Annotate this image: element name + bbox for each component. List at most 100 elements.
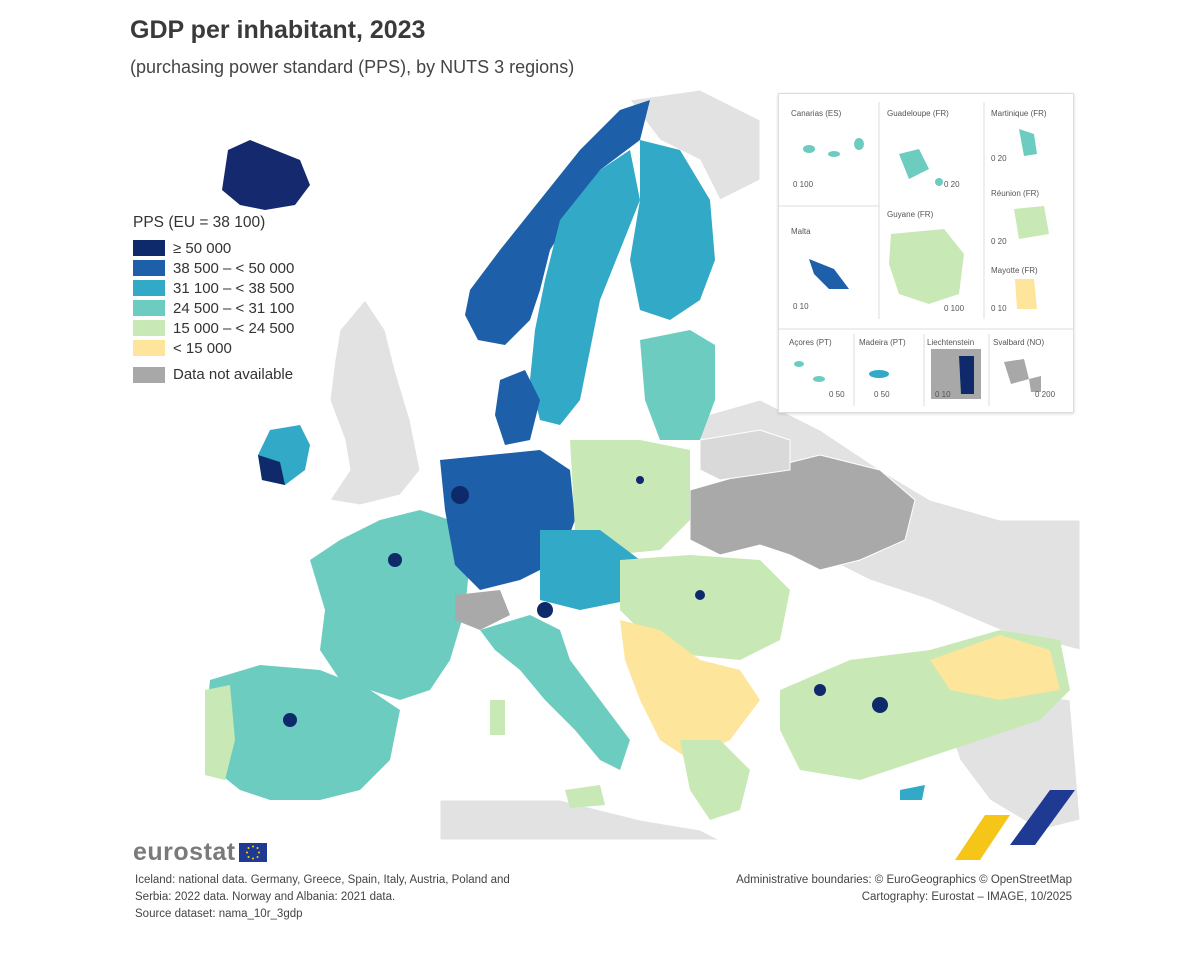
legend-row-no-data: Data not available	[133, 366, 294, 383]
liechtenstein-territory	[959, 356, 974, 394]
footnote: Iceland: national data. Germany, Greece,…	[135, 872, 510, 923]
legend-label-6: < 15 000	[173, 339, 232, 357]
sweden	[530, 150, 640, 425]
eurostat-logo: eurostat	[133, 838, 267, 867]
denmark	[495, 370, 540, 445]
credits-line-1: Administrative boundaries: © EuroGeograp…	[736, 874, 1072, 886]
hotspot-warsaw	[695, 590, 705, 600]
iberia	[205, 665, 400, 800]
inset-scale-acores: 0 50	[829, 390, 845, 399]
guadeloupe-islands	[899, 149, 943, 186]
acores-islands	[794, 361, 825, 382]
inset-scale-liechtenstein: 0 10	[935, 390, 951, 399]
baltic-states	[640, 330, 715, 440]
accent-blue-stripe	[1010, 790, 1075, 845]
finland	[630, 140, 715, 320]
legend-swatch-5	[133, 320, 165, 336]
legend-row-5: 15 000 – < 24 500	[133, 318, 294, 338]
reunion-island	[1014, 206, 1049, 239]
inset-lines	[779, 102, 1073, 406]
canarias-islands	[803, 138, 864, 157]
credits: Administrative boundaries: © EuroGeograp…	[736, 872, 1072, 906]
inset-label-madeira: Madeira (PT)	[859, 338, 906, 347]
inset-label-guadeloupe: Guadeloupe (FR)	[887, 109, 949, 118]
portugal	[205, 685, 235, 780]
belarus-no-data	[699, 429, 791, 481]
ukraine-no-data	[689, 454, 916, 571]
norway	[465, 100, 650, 345]
hotspot-istanbul	[814, 684, 826, 696]
inset-scale-reunion: 0 20	[991, 237, 1007, 246]
inset-scale-martinique: 0 20	[991, 154, 1007, 163]
inset-label-malta: Malta	[791, 227, 811, 236]
switzerland	[455, 590, 510, 630]
iceland	[222, 140, 310, 210]
map-legend: PPS (EU = 38 100) ≥ 50 000 38 500 – < 50…	[133, 214, 294, 383]
czechia-austria	[540, 530, 640, 610]
legend-label-2: 38 500 – < 50 000	[173, 259, 295, 277]
inset-scale-guyane: 0 100	[944, 304, 965, 313]
eurostat-wordmark: eurostat	[133, 838, 236, 866]
inset-label-svalbard: Svalbard (NO)	[993, 338, 1045, 347]
mayotte-island	[1015, 279, 1037, 309]
legend-row-3: 31 100 – < 38 500	[133, 278, 294, 298]
guyane-territory	[889, 229, 964, 304]
hotspot-ankara	[872, 697, 888, 713]
hotspot-madrid	[283, 713, 297, 727]
legend-label-4: 24 500 – < 31 100	[173, 299, 295, 317]
sicily	[565, 785, 605, 808]
hotspot-benelux	[451, 486, 469, 504]
map-title: GDP per inhabitant, 2023	[130, 16, 426, 44]
poland	[570, 440, 690, 555]
inset-panel: Canarias (ES) 0 100 Guadeloupe (FR) 0 20…	[778, 93, 1074, 413]
inset-label-acores: Açores (PT)	[789, 338, 832, 347]
legend-title: PPS (EU = 38 100)	[133, 214, 266, 231]
legend-row-4: 24 500 – < 31 100	[133, 298, 294, 318]
inset-scale-madeira: 0 50	[874, 390, 890, 399]
italy	[480, 615, 630, 770]
eurostat-accent-mark	[955, 790, 1075, 860]
inset-scale-guadeloupe: 0 20	[944, 180, 960, 189]
great-britain-land	[329, 299, 421, 506]
turkey-east-low	[930, 635, 1060, 700]
legend-row-6: < 15 000	[133, 338, 294, 358]
inset-label-martinique: Martinique (FR)	[991, 109, 1047, 118]
legend-swatch-6	[133, 340, 165, 356]
martinique-island	[1019, 129, 1037, 156]
credits-line-2: Cartography: Eurostat – IMAGE, 10/2025	[861, 891, 1072, 903]
legend-row-1: ≥ 50 000	[133, 238, 294, 258]
legend-swatch-2	[133, 260, 165, 276]
footnote-line-3: Source dataset: nama_10r_3gdp	[135, 908, 303, 920]
inset-scale-svalbard: 0 200	[1035, 390, 1056, 399]
inset-label-liechtenstein: Liechtenstein	[927, 338, 975, 347]
inset-scale-mayotte: 0 10	[991, 304, 1007, 313]
sardinia	[490, 700, 505, 735]
footnote-line-1: Iceland: national data. Germany, Greece,…	[135, 874, 510, 886]
inset-label-reunion: Réunion (FR)	[991, 189, 1040, 198]
malta-island	[809, 259, 849, 289]
ireland-west	[258, 455, 285, 485]
legend-row-2: 38 500 – < 50 000	[133, 258, 294, 278]
legend-swatch-3	[133, 280, 165, 296]
legend-label-1: ≥ 50 000	[173, 239, 232, 257]
hotspots	[283, 476, 888, 727]
map-subtitle: (purchasing power standard (PPS), by NUT…	[130, 57, 575, 77]
north-africa-land	[439, 799, 721, 841]
hotspot-paris	[388, 553, 402, 567]
footnote-line-2: Serbia: 2022 data. Norway and Albania: 2…	[135, 891, 396, 903]
legend-swatch-no-data	[133, 366, 165, 383]
legend-label-no-data: Data not available	[173, 366, 294, 383]
hotspot-bucharest	[636, 476, 644, 484]
cyprus	[900, 785, 925, 800]
inset-label-canarias: Canarias (ES)	[791, 109, 842, 118]
inset-scale-malta: 0 10	[793, 302, 809, 311]
inset-label-guyane: Guyane (FR)	[887, 210, 934, 219]
france	[310, 510, 470, 700]
accent-yellow-stripe	[955, 815, 1010, 860]
legend-swatch-1	[133, 240, 165, 256]
greece	[680, 740, 750, 820]
inset-scale-canarias: 0 100	[793, 180, 814, 189]
hotspot-munich	[537, 602, 553, 618]
legend-label-3: 31 100 – < 38 500	[173, 279, 295, 297]
